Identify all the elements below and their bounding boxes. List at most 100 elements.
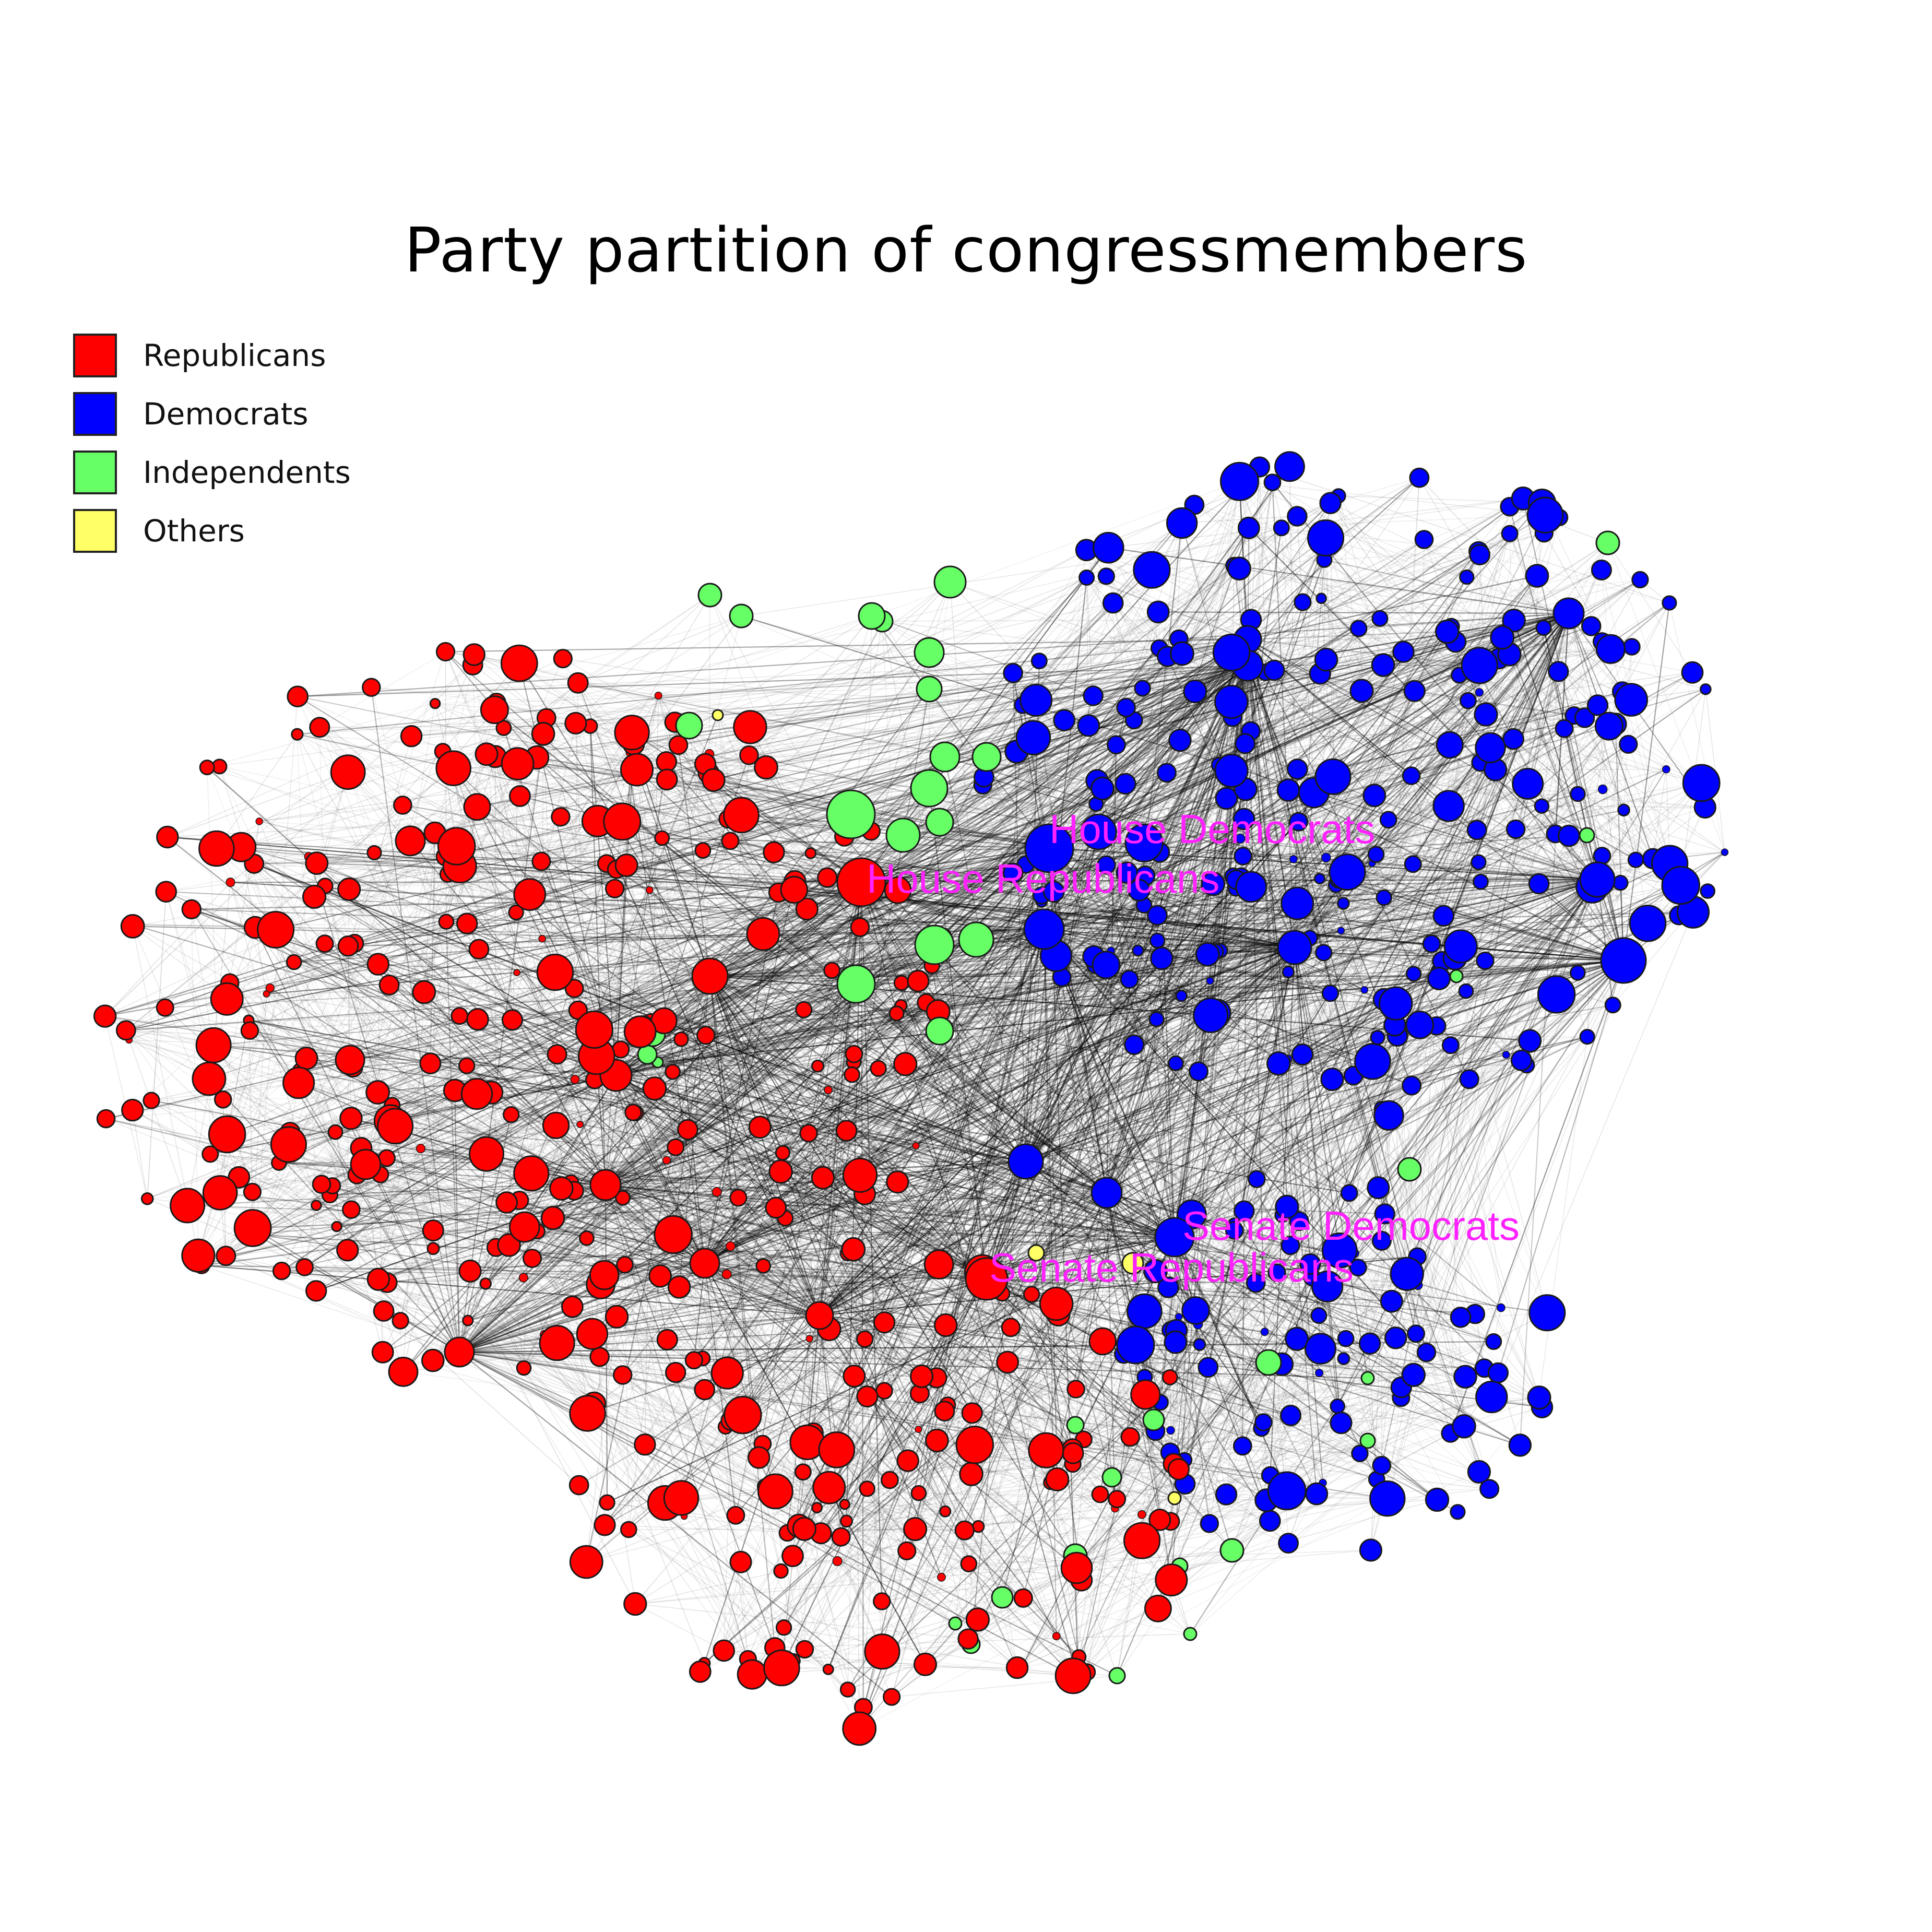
edge	[377, 1020, 513, 1093]
edge	[1359, 1040, 1531, 1454]
edge	[594, 1403, 975, 1445]
edge	[1181, 653, 1339, 881]
edge	[555, 1125, 1327, 1287]
edge	[486, 754, 531, 1165]
edge	[236, 848, 448, 875]
edge	[1395, 654, 1471, 1004]
edge	[681, 1171, 781, 1498]
edge	[541, 752, 631, 939]
edge	[628, 1529, 829, 1670]
edge	[1173, 1256, 1418, 1464]
edge	[387, 1253, 1355, 1283]
edge	[1312, 991, 1467, 1278]
edge	[1479, 554, 1487, 715]
edge	[1041, 533, 1510, 902]
edge	[1563, 728, 1621, 883]
edge	[1541, 613, 1569, 807]
edge	[1178, 1344, 1200, 1469]
edge	[1443, 762, 1481, 916]
edge	[563, 658, 1333, 777]
edge	[606, 863, 866, 1340]
edge	[1170, 1215, 1283, 1431]
edge	[821, 1035, 1398, 1534]
edge	[466, 923, 575, 1191]
edge	[1296, 1036, 1588, 1340]
edge	[1096, 964, 1244, 1212]
edge	[827, 744, 1117, 878]
edge	[1372, 864, 1414, 1062]
edge	[546, 717, 796, 882]
edge	[1025, 863, 1670, 1162]
edge	[1057, 888, 1237, 1480]
edge	[1039, 611, 1159, 661]
edge	[132, 1110, 148, 1199]
edge	[1384, 886, 1593, 1214]
edge	[213, 882, 231, 1046]
edge	[1226, 1179, 1258, 1495]
edge	[1601, 570, 1670, 864]
edge	[726, 1274, 883, 1652]
edge	[846, 1130, 1074, 1676]
edge	[1322, 1333, 1417, 1484]
edge	[1394, 1025, 1418, 1285]
edge	[1025, 872, 1128, 1162]
edge	[624, 1264, 1003, 1294]
edge	[597, 821, 1042, 902]
edge	[1465, 863, 1670, 992]
edge	[1293, 859, 1336, 885]
edge	[577, 682, 675, 723]
edge	[1086, 577, 1098, 781]
edge	[955, 1450, 1047, 1624]
edge	[926, 576, 1107, 1003]
edge	[316, 862, 973, 1414]
edge	[1194, 504, 1359, 629]
edge	[395, 1125, 558, 1344]
edge	[255, 1153, 487, 1235]
edge	[1096, 768, 1298, 965]
edge	[633, 840, 731, 1113]
edge	[859, 927, 1037, 1253]
edge	[530, 1165, 1076, 1426]
edge	[210, 866, 460, 1155]
edge	[319, 651, 446, 728]
edge	[380, 1174, 592, 1334]
edge	[939, 1030, 1134, 1046]
edge	[1448, 654, 1471, 807]
edge	[643, 882, 862, 1027]
edge	[938, 876, 1241, 1012]
edge	[378, 807, 478, 1279]
edge	[390, 1120, 676, 1148]
edge	[730, 477, 1420, 841]
edge	[594, 755, 750, 1080]
edge	[216, 734, 298, 849]
edge	[226, 1217, 553, 1257]
edge	[950, 582, 1168, 657]
edge	[666, 761, 862, 883]
edge	[934, 944, 1235, 1224]
edge	[446, 861, 542, 922]
edge	[278, 921, 447, 1164]
edge	[635, 886, 1252, 1605]
edge	[971, 1413, 1051, 1483]
edge	[622, 821, 804, 1010]
edge	[1046, 659, 1327, 920]
edge	[236, 848, 352, 1119]
edge	[846, 1521, 1077, 1569]
edge	[901, 982, 1018, 1668]
edge	[982, 833, 1556, 1273]
edge	[1449, 625, 1592, 745]
edge	[105, 1118, 1451, 1434]
edge	[1017, 1490, 1287, 1668]
edge	[1573, 715, 1654, 859]
edge	[763, 1265, 1170, 1453]
edge	[227, 993, 267, 1135]
edge	[1117, 503, 1331, 1676]
edge	[477, 717, 1585, 808]
edge	[1321, 598, 1416, 696]
edge	[577, 840, 731, 1011]
edge	[1086, 550, 1168, 657]
edge	[506, 930, 1342, 1203]
edge	[571, 695, 1094, 1183]
edge	[248, 1020, 391, 1122]
edge	[1388, 820, 1418, 1285]
